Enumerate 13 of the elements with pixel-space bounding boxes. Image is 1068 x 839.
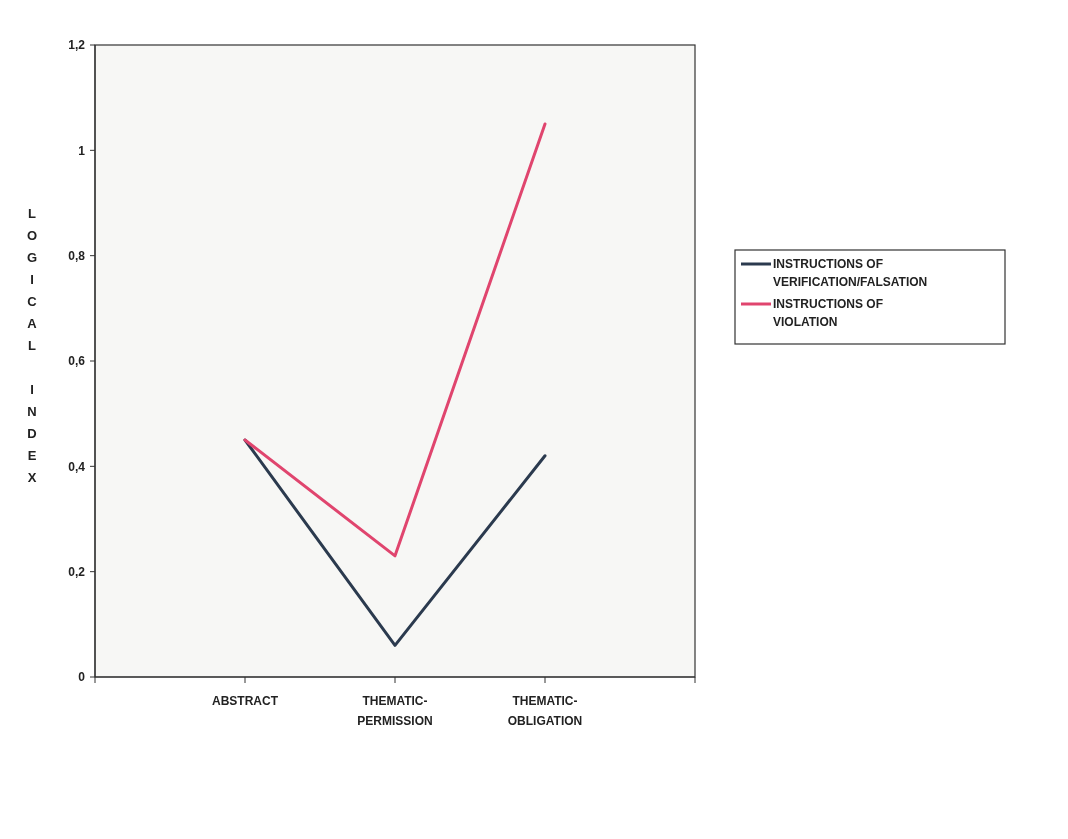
- y-tick-label: 0,2: [68, 564, 86, 579]
- y-tick-label: 0,8: [68, 248, 86, 263]
- x-tick-label: ABSTRACT: [212, 694, 279, 708]
- y-tick-label: 1: [78, 143, 86, 158]
- text: LOGICAL INDEX: [26, 206, 38, 485]
- legend-label: INSTRUCTIONS OF VERIFICATION/FALSATION: [773, 257, 928, 290]
- y-tick-label: 0,4: [68, 459, 86, 474]
- legend-label: INSTRUCTIONS OF VIOLATION: [773, 297, 883, 330]
- y-tick-label: 0: [78, 670, 86, 685]
- y-tick-label: 0,6: [68, 354, 86, 369]
- y-tick-label: 1,2: [68, 38, 86, 53]
- x-tick-label: THEMATIC-PERMISSION: [357, 694, 433, 728]
- x-tick-label: THEMATIC-OBLIGATION: [507, 694, 583, 728]
